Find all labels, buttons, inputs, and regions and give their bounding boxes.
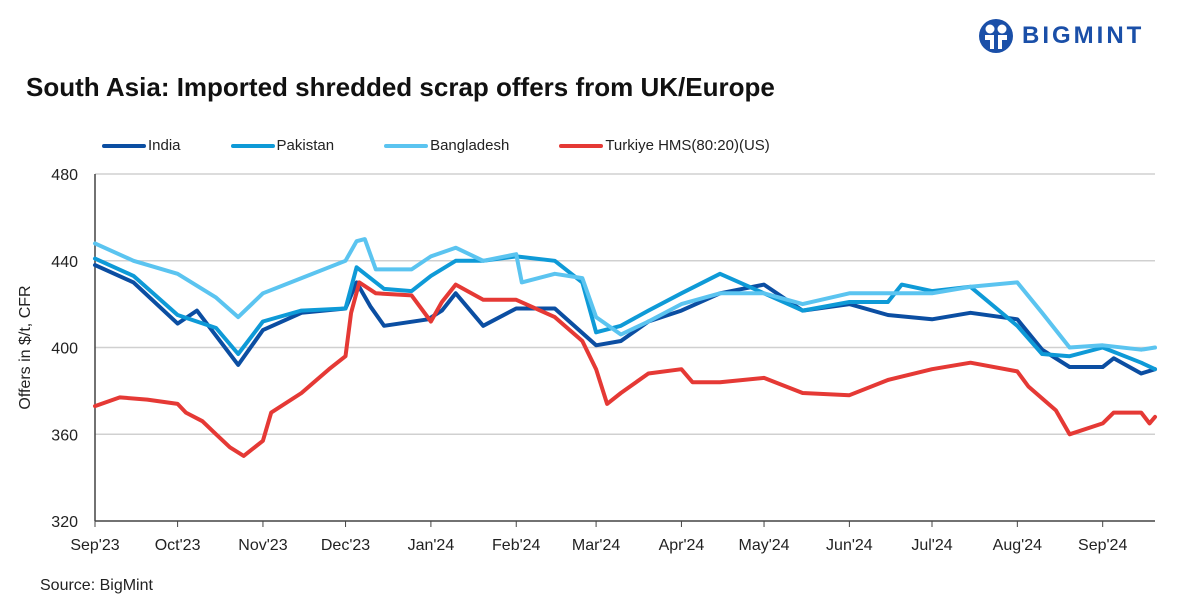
x-tick-label: Aug'24: [993, 537, 1042, 554]
legend-swatch: [230, 143, 275, 148]
y-tick-label: 400: [51, 341, 78, 358]
series-line-pakistan: [93, 254, 1157, 372]
series-line-turkiye-hms-80-20-us-: [93, 280, 1157, 458]
legend: India Pakistan Bangladesh Turkiye HMS(80:20…: [102, 137, 820, 154]
legend-swatch: [102, 143, 146, 148]
y-tick-label: 360: [51, 427, 78, 444]
x-tick-label: Mar'24: [572, 537, 621, 554]
x-tick-label: May'24: [738, 537, 789, 554]
legend-item: Pakistan: [230, 137, 335, 154]
legend-item: India: [102, 137, 181, 154]
legend-item: Turkiye HMS(80:20)(US): [559, 137, 770, 154]
logo-text: BIGMINT: [1022, 22, 1145, 49]
x-tick-label: Sep'24: [1078, 537, 1127, 554]
y-tick-label: 480: [51, 167, 78, 184]
legend-swatch: [384, 143, 429, 148]
legend-label: Bangladesh: [430, 137, 510, 154]
legend-swatch: [559, 143, 604, 148]
x-tick-label: Jul'24: [911, 537, 952, 554]
bigmint-logo: BIGMINT: [978, 18, 1144, 54]
chart-title: South Asia: Imported shredded scrap offe…: [26, 72, 775, 102]
y-tick-label: 320: [51, 514, 78, 531]
x-tick-label: Dec'23: [321, 537, 370, 554]
y-axis-label: Offers in $/t, CFR: [17, 285, 34, 409]
x-tick-label: Sep'23: [70, 537, 119, 554]
legend-label: Pakistan: [276, 137, 335, 154]
x-tick-label: Nov'23: [238, 537, 287, 554]
x-tick-label: Feb'24: [492, 537, 541, 554]
y-tick-label: 440: [51, 254, 78, 271]
legend-label: India: [148, 137, 181, 154]
x-tick-label: Jan'24: [408, 537, 455, 554]
x-tick-label: Apr'24: [659, 537, 705, 554]
x-tick-label: Jun'24: [826, 537, 873, 554]
series-line-bangladesh: [93, 237, 1157, 352]
source-note: Source: BigMint: [40, 577, 153, 594]
series-line-india: [93, 263, 1157, 376]
logo-icon: [979, 19, 1013, 53]
legend-item: Bangladesh: [384, 137, 509, 154]
legend-label: Turkiye HMS(80:20)(US): [605, 137, 770, 154]
x-tick-label: Oct'23: [155, 537, 201, 554]
